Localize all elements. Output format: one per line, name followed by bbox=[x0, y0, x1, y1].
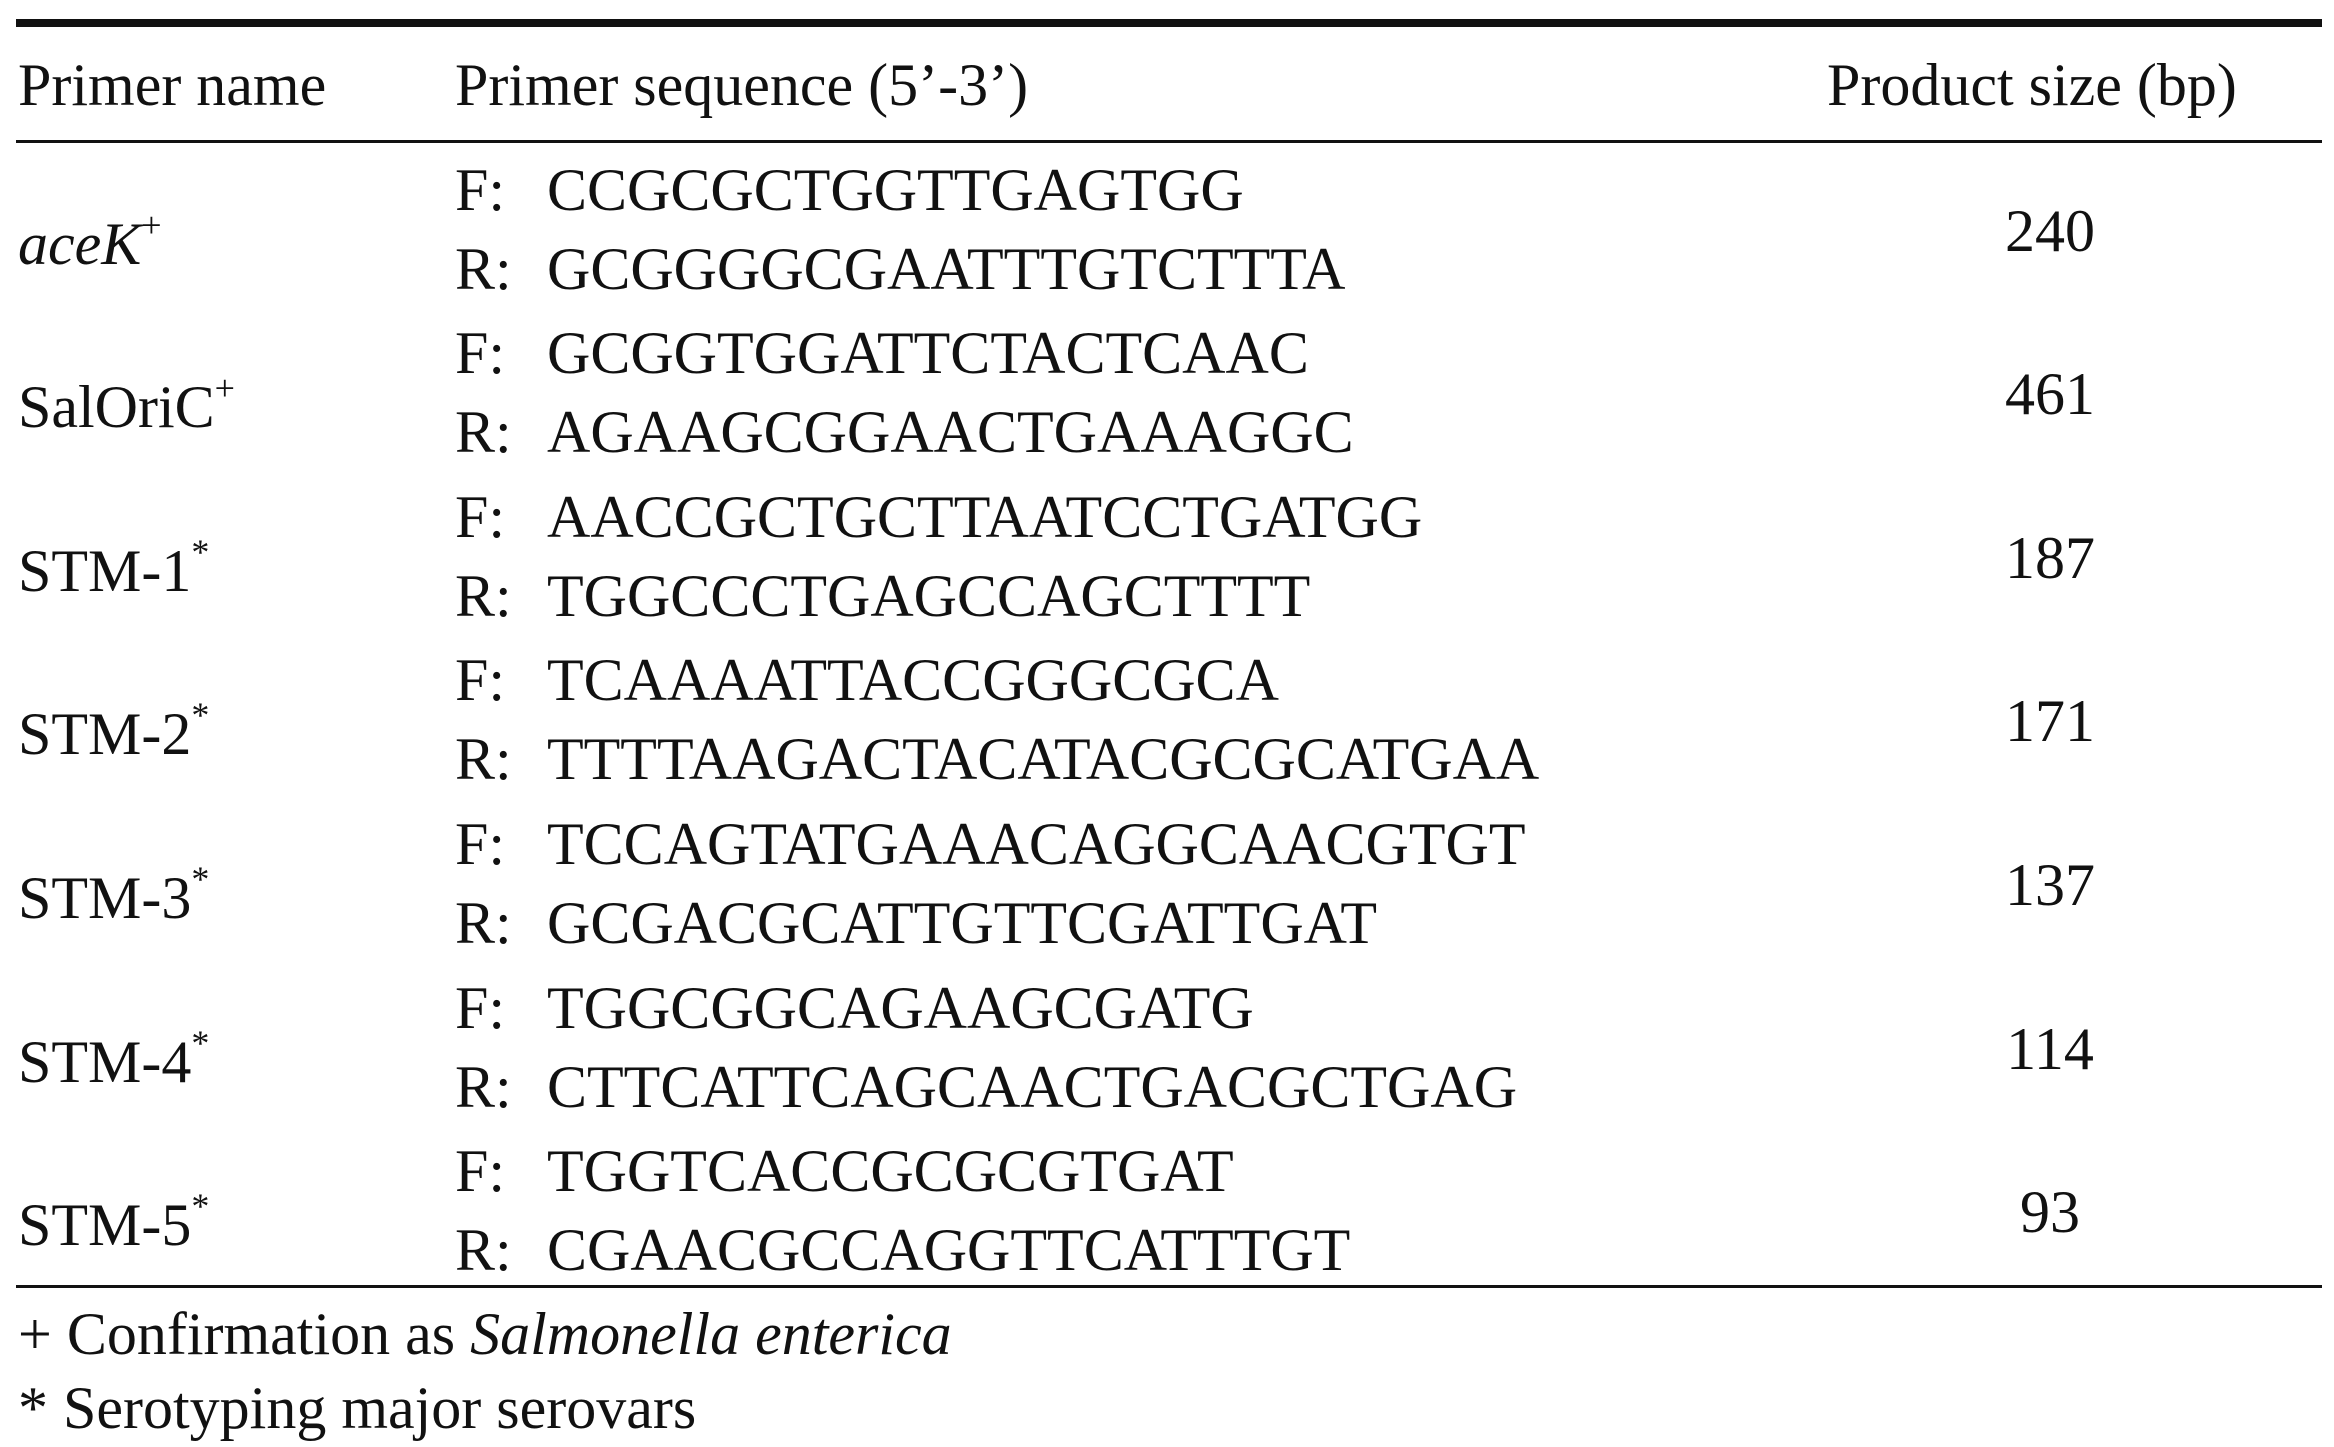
forward-sequence: GCGGTGGATTCTACTCAAC bbox=[547, 320, 1309, 386]
table-header-rule bbox=[16, 140, 2322, 143]
footnote-species: Salmonella enterica bbox=[470, 1301, 952, 1367]
primer-name: STM-2* bbox=[18, 695, 210, 767]
forward-label: F: bbox=[455, 484, 506, 550]
forward-primer: F: TGGCGGCAGAAGCGATG bbox=[455, 968, 1254, 1048]
forward-sequence: TGGTCACCGCGCGTGAT bbox=[547, 1138, 1234, 1204]
header-primer-name: Primer name bbox=[18, 52, 327, 118]
reverse-sequence: TGGCCCTGAGCCAGCTTTT bbox=[547, 563, 1311, 629]
primer-name: STM-1* bbox=[18, 532, 210, 604]
forward-label: F: bbox=[455, 975, 506, 1041]
reverse-sequence: TTTTAAGACTACATACGCGCATGAA bbox=[547, 726, 1540, 792]
primer-marker: * bbox=[191, 1186, 210, 1226]
primer-marker: * bbox=[191, 532, 210, 572]
forward-sequence: TCCAGTATGAAACAGGCAACGTGT bbox=[547, 811, 1526, 877]
reverse-sequence: CTTCATTCAGCAACTGACGCTGAG bbox=[547, 1054, 1518, 1120]
table-row: STM-4* F: TGGCGGCAGAAGCGATG R: CTTCATTCAGC… bbox=[0, 968, 2334, 1132]
forward-sequence: TCAAAATTACCGGGCGCA bbox=[547, 647, 1279, 713]
reverse-label: R: bbox=[455, 399, 512, 465]
forward-primer: F: GCGGTGGATTCTACTCAAC bbox=[455, 313, 1309, 393]
forward-label: F: bbox=[455, 1138, 506, 1204]
table-top-rule bbox=[16, 19, 2322, 27]
reverse-primer: R: TGGCCCTGAGCCAGCTTTT bbox=[455, 556, 1310, 636]
table-row: STM-3* F: TCCAGTATGAAACAGGCAACGTGT R: GCGA… bbox=[0, 804, 2334, 968]
reverse-label: R: bbox=[455, 563, 512, 629]
reverse-label: R: bbox=[455, 890, 512, 956]
product-size: 171 bbox=[2005, 688, 2095, 754]
reverse-primer: R: CTTCATTCAGCAACTGACGCTGAG bbox=[455, 1047, 1517, 1127]
forward-label: F: bbox=[455, 647, 506, 713]
footnote-serotyping: * Serotyping major serovars bbox=[18, 1375, 697, 1441]
primer-marker: * bbox=[191, 859, 210, 899]
reverse-primer: R: GCGACGCATTGTTCGATTGAT bbox=[455, 883, 1377, 963]
reverse-sequence: GCGACGCATTGTTCGATTGAT bbox=[547, 890, 1377, 956]
product-size: 114 bbox=[2006, 1016, 2094, 1082]
forward-sequence: AACCGCTGCTTAATCCTGATGG bbox=[547, 484, 1423, 550]
reverse-primer: R: GCGGGGCGAATTTGTCTTTA bbox=[455, 229, 1345, 309]
header-product-size: Product size (bp) bbox=[1827, 52, 2237, 118]
reverse-primer: R: TTTTAAGACTACATACGCGCATGAA bbox=[455, 719, 1539, 799]
table-bottom-rule bbox=[16, 1285, 2322, 1288]
header-primer-sequence: Primer sequence (5’-3’) bbox=[455, 52, 1029, 118]
product-size: 137 bbox=[2005, 852, 2095, 918]
table-row: STM-1* F: AACCGCTGCTTAATCCTGATGG R: TGGCCC… bbox=[0, 477, 2334, 641]
table-row: aceK+ F: CCGCGCTGGTTGAGTGG R: GCGGGGCGAATT… bbox=[0, 150, 2334, 314]
forward-primer: F: TCCAGTATGAAACAGGCAACGTGT bbox=[455, 804, 1526, 884]
reverse-sequence: AGAAGCGGAACTGAAAGGC bbox=[547, 399, 1354, 465]
footnote-confirmation: + Confirmation as Salmonella enterica bbox=[18, 1295, 952, 1373]
forward-primer: F: TGGTCACCGCGCGTGAT bbox=[455, 1131, 1234, 1211]
primer-name: STM-3* bbox=[18, 859, 210, 931]
forward-sequence: CCGCGCTGGTTGAGTGG bbox=[547, 157, 1244, 223]
footnote-confirmation-text: + Confirmation as bbox=[18, 1301, 471, 1367]
primer-marker: + bbox=[214, 368, 235, 408]
table-row: STM-5* F: TGGTCACCGCGCGTGAT R: CGAACGCCAGG… bbox=[0, 1131, 2334, 1295]
reverse-label: R: bbox=[455, 236, 512, 302]
primer-name: STM-4* bbox=[18, 1023, 210, 1095]
product-size: 240 bbox=[2005, 198, 2095, 264]
primer-name: STM-5* bbox=[18, 1186, 210, 1258]
reverse-label: R: bbox=[455, 726, 512, 792]
reverse-label: R: bbox=[455, 1217, 512, 1283]
reverse-primer: R: CGAACGCCAGGTTCATTTGT bbox=[455, 1210, 1350, 1290]
table-row: STM-2* F: TCAAAATTACCGGGCGCA R: TTTTAAGACT… bbox=[0, 640, 2334, 804]
forward-primer: F: CCGCGCTGGTTGAGTGG bbox=[455, 150, 1244, 230]
product-size: 187 bbox=[2005, 525, 2095, 591]
primer-name: aceK+ bbox=[18, 205, 162, 277]
product-size: 461 bbox=[2005, 361, 2095, 427]
forward-label: F: bbox=[455, 811, 506, 877]
primer-marker: + bbox=[141, 205, 162, 245]
reverse-sequence: CGAACGCCAGGTTCATTTGT bbox=[547, 1217, 1351, 1283]
primer-name: SalOriC+ bbox=[18, 368, 235, 440]
forward-primer: F: TCAAAATTACCGGGCGCA bbox=[455, 640, 1279, 720]
primer-marker: * bbox=[191, 695, 210, 735]
forward-label: F: bbox=[455, 157, 506, 223]
reverse-primer: R: AGAAGCGGAACTGAAAGGC bbox=[455, 392, 1354, 472]
forward-sequence: TGGCGGCAGAAGCGATG bbox=[547, 975, 1254, 1041]
reverse-sequence: GCGGGGCGAATTTGTCTTTA bbox=[547, 236, 1346, 302]
forward-primer: F: AACCGCTGCTTAATCCTGATGG bbox=[455, 477, 1422, 557]
forward-label: F: bbox=[455, 320, 506, 386]
product-size: 93 bbox=[2020, 1179, 2080, 1245]
table-row: SalOriC+ F: GCGGTGGATTCTACTCAAC R: AGAAGCG… bbox=[0, 313, 2334, 477]
reverse-label: R: bbox=[455, 1054, 512, 1120]
primer-marker: * bbox=[191, 1023, 210, 1063]
